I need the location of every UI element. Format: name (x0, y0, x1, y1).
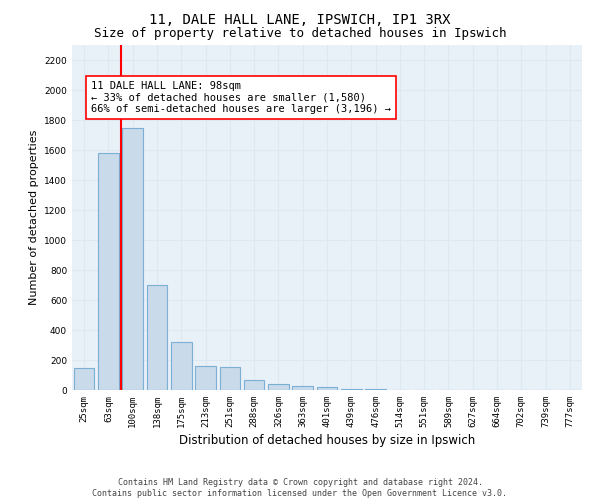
X-axis label: Distribution of detached houses by size in Ipswich: Distribution of detached houses by size … (179, 434, 475, 447)
Text: Size of property relative to detached houses in Ipswich: Size of property relative to detached ho… (94, 28, 506, 40)
Text: 11, DALE HALL LANE, IPSWICH, IP1 3RX: 11, DALE HALL LANE, IPSWICH, IP1 3RX (149, 12, 451, 26)
Bar (98, 153, 119, 390)
Bar (171, 342, 191, 390)
Y-axis label: Number of detached properties: Number of detached properties (29, 130, 38, 305)
Bar (146, 285, 167, 390)
Bar (74, 368, 94, 390)
Bar (195, 366, 216, 390)
Bar (365, 389, 386, 390)
Bar (122, 128, 143, 390)
Bar (341, 388, 362, 390)
Bar (220, 367, 240, 390)
Text: 11 DALE HALL LANE: 98sqm
← 33% of detached houses are smaller (1,580)
66% of sem: 11 DALE HALL LANE: 98sqm ← 33% of detach… (91, 81, 391, 114)
Bar (244, 380, 265, 390)
Bar (292, 386, 313, 390)
Text: Contains HM Land Registry data © Crown copyright and database right 2024.
Contai: Contains HM Land Registry data © Crown c… (92, 478, 508, 498)
Bar (317, 388, 337, 390)
Bar (268, 384, 289, 390)
